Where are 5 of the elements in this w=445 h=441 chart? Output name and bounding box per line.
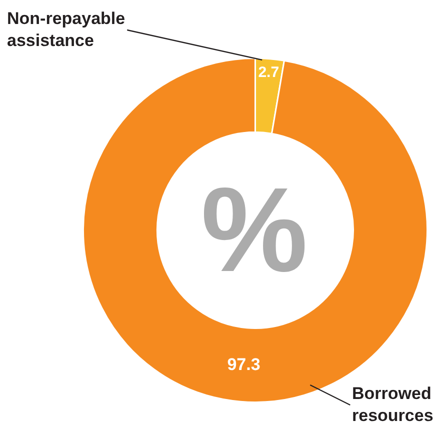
data-label: 2.7 <box>258 64 280 82</box>
data-label: 97.3 <box>227 355 260 374</box>
slice-label: Borrowed resources <box>352 384 434 426</box>
text: % <box>201 163 308 297</box>
slice-label: Non-repayable assistance <box>7 9 126 50</box>
